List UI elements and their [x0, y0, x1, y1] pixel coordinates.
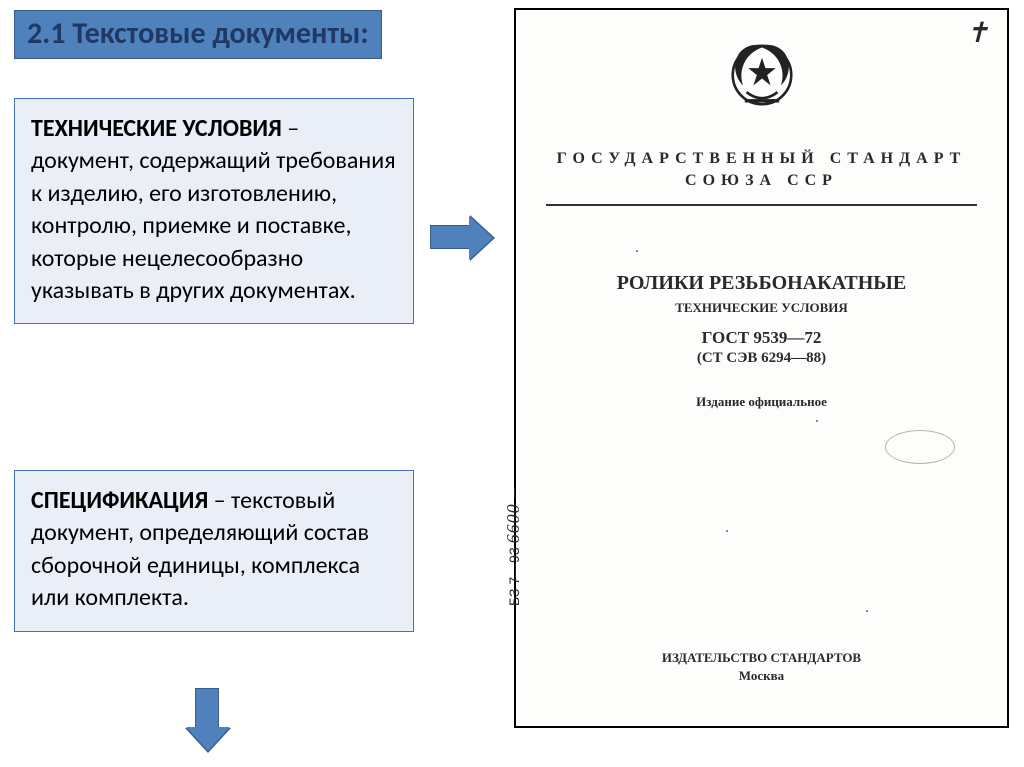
doc-header-line1: ГОСУДАРСТВЕННЫЙ СТАНДАРТ: [516, 150, 1007, 168]
document-page: ✝ ГОСУДАРСТВЕННЫЙ СТАНДАРТ СОЮЗА ССР РОЛ…: [516, 10, 1007, 726]
noise-speck: [816, 420, 818, 422]
definition-box-tech-conditions: ТЕХНИЧЕСКИЕ УСЛОВИЯ – документ, содержащ…: [14, 98, 414, 324]
doc-subtitle: ТЕХНИЧЕСКИЕ УСЛОВИЯ: [516, 300, 1007, 316]
noise-speck: [866, 610, 868, 612]
cross-mark: ✝: [966, 16, 989, 50]
document-page-frame: ✝ ГОСУДАРСТВЕННЫЙ СТАНДАРТ СОЮЗА ССР РОЛ…: [514, 8, 1009, 728]
arrow-down-icon: [195, 688, 219, 728]
doc-sev-number: (СТ СЭВ 6294—88): [516, 350, 1007, 367]
doc-stamp-mark: [885, 430, 955, 464]
doc-city: Москва: [516, 668, 1007, 684]
section-title-text: 2.1 Текстовые документы:: [27, 15, 369, 52]
doc-official-label: Издание официальное: [516, 394, 1007, 410]
doc-title: РОЛИКИ РЕЗЬБОНАКАТНЫЕ: [516, 272, 1007, 295]
doc-publisher: ИЗДАТЕЛЬСТВО СТАНДАРТОВ: [516, 650, 1007, 666]
ussr-emblem-icon: [719, 32, 805, 118]
noise-speck: [636, 250, 638, 252]
noise-speck: [726, 530, 728, 532]
section-title-bar: 2.1 Текстовые документы:: [14, 10, 382, 59]
term-tech-conditions: ТЕХНИЧЕСКИЕ УСЛОВИЯ: [31, 114, 282, 143]
doc-header-line2: СОЮЗА ССР: [516, 172, 1007, 190]
arrow-right-icon: [430, 225, 470, 249]
definition-box-specification: СПЕЦИФИКАЦИЯ – текстовый документ, опред…: [14, 470, 414, 632]
doc-side-code: БЗ 7—93 6600 –: [503, 488, 524, 606]
doc-divider: [546, 204, 977, 206]
doc-gost-number: ГОСТ 9539—72: [516, 328, 1007, 348]
doc-side-code-print: БЗ 7—93: [506, 547, 522, 606]
doc-side-code-hand: 6600 –: [503, 488, 523, 544]
term-specification: СПЕЦИФИКАЦИЯ: [31, 486, 208, 515]
